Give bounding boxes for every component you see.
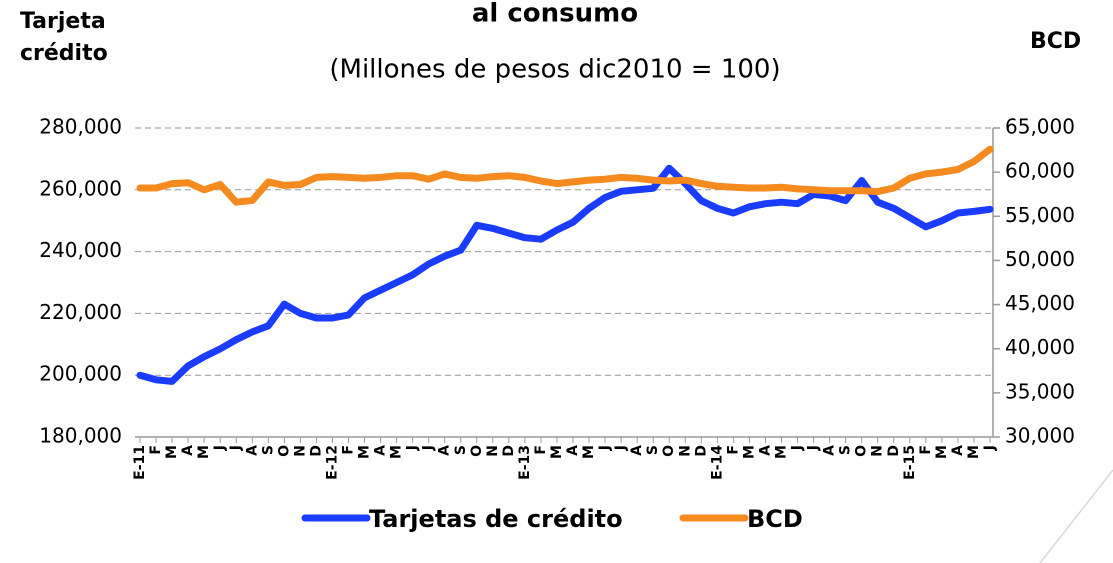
x-tick-label: O [854, 445, 870, 457]
x-tick-label: F [725, 445, 741, 455]
x-tick-label: M [581, 445, 597, 459]
x-tick-label: A [180, 445, 196, 456]
x-tick-label: D [501, 445, 517, 457]
x-tick-label: J [790, 445, 806, 451]
x-tick-label: E-12 [324, 445, 340, 480]
y-tick-label: 180,000 [39, 424, 122, 448]
y2-axis-label: BCD [1030, 29, 1082, 54]
x-tick-label: M [164, 445, 180, 459]
x-tick-label: A [757, 445, 773, 456]
x-tick-label: E-13 [517, 445, 533, 480]
x-tick-label: M [357, 445, 373, 459]
x-tick-label: E-11 [132, 445, 148, 480]
x-tick-label: M [934, 445, 950, 459]
series-line [136, 145, 994, 206]
y2-tick-label: 65,000 [1005, 115, 1075, 139]
y2-tick-label: 35,000 [1005, 379, 1075, 403]
y2-tick-label: 50,000 [1005, 247, 1075, 271]
x-tick-label: A [373, 445, 389, 456]
x-tick-label: A [565, 445, 581, 456]
x-tick-label: M [389, 445, 405, 459]
x-tick-label: E-14 [709, 445, 725, 480]
x-tick-label: S [838, 445, 854, 455]
x-tick-label: O [661, 445, 677, 457]
x-tick-label: F [918, 445, 934, 455]
x-tick-label: D [693, 445, 709, 457]
legend-label: Tarjetas de crédito [369, 505, 623, 533]
y2-tick-label: 40,000 [1005, 335, 1075, 359]
x-tick-label: F [148, 445, 164, 455]
series-line [136, 164, 994, 385]
y-tick-label: 200,000 [39, 362, 122, 386]
x-tick-label: J [982, 445, 998, 451]
y-tick-label: 260,000 [39, 176, 122, 200]
x-tick-label: F [340, 445, 356, 455]
x-tick-label: J [613, 445, 629, 451]
x-tick-label: S [645, 445, 661, 455]
chart-subtitle: (Millones de pesos dic2010 = 100) [329, 55, 780, 85]
x-tick-label: A [629, 445, 645, 456]
y2-tick-label: 55,000 [1005, 203, 1075, 227]
x-tick-label: O [469, 445, 485, 457]
y-tick-label: 220,000 [39, 300, 122, 324]
x-tick-label: E-15 [902, 445, 918, 480]
x-tick-label: N [292, 445, 308, 457]
x-tick-label: M [966, 445, 982, 459]
x-tick-label: D [308, 445, 324, 457]
x-tick-label: M [196, 445, 212, 459]
x-tick-label: M [549, 445, 565, 459]
x-tick-label: M [741, 445, 757, 459]
x-tick-label: J [405, 445, 421, 451]
y-tick-label: 240,000 [39, 238, 122, 262]
x-tick-label: A [822, 445, 838, 456]
x-tick-label: D [886, 445, 902, 457]
decoration [1039, 469, 1113, 563]
x-tick-label: M [774, 445, 790, 459]
x-tick-label: J [421, 445, 437, 451]
x-tick-label: N [677, 445, 693, 457]
y-axis-label: Tarjeta crédito [20, 9, 108, 66]
x-tick-label: F [533, 445, 549, 455]
x-tick-label: J [228, 445, 244, 451]
y2-tick-label: 30,000 [1005, 424, 1075, 448]
legend-label: BCD [747, 505, 803, 533]
x-tick-label: A [437, 445, 453, 456]
y-tick-label: 280,000 [39, 115, 122, 139]
y2-tick-label: 45,000 [1005, 291, 1075, 315]
x-tick-label: N [485, 445, 501, 457]
y2-tick-label: 60,000 [1005, 159, 1075, 183]
x-tick-label: J [212, 445, 228, 451]
x-tick-label: A [244, 445, 260, 456]
x-tick-label: S [260, 445, 276, 455]
chart-title: al consumo [472, 0, 638, 29]
x-tick-label: N [870, 445, 886, 457]
x-tick-label: A [950, 445, 966, 456]
x-tick-label: J [806, 445, 822, 451]
x-tick-label: J [597, 445, 613, 451]
x-tick-label: O [276, 445, 292, 457]
x-tick-label: S [453, 445, 469, 455]
